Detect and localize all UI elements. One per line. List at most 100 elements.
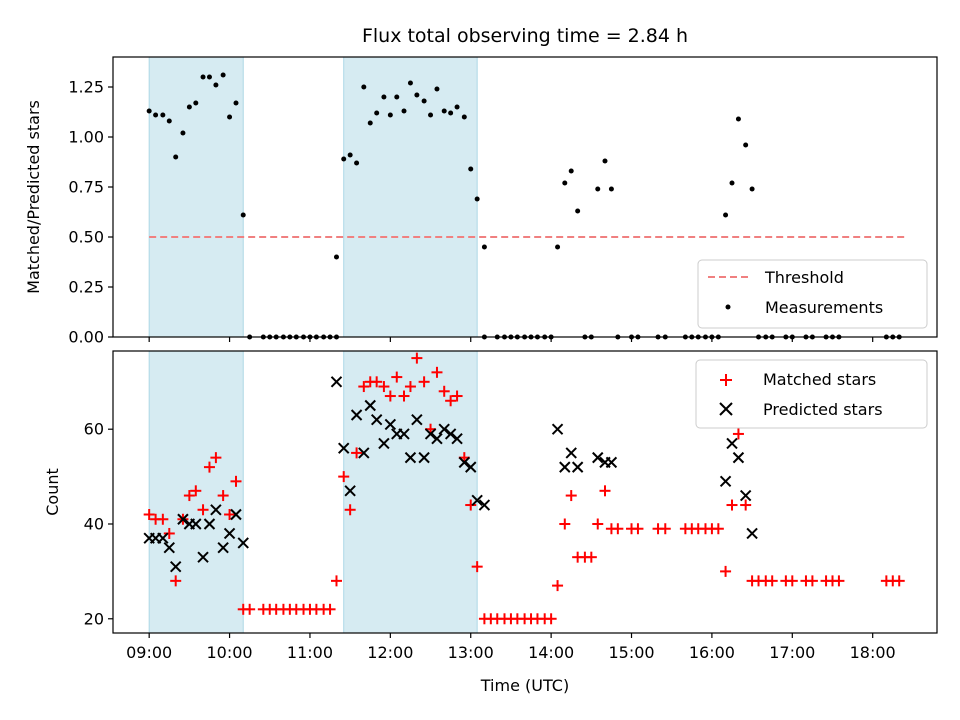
matched-star-point	[224, 509, 236, 521]
matched-star-point	[324, 603, 336, 615]
predicted-star-point	[605, 456, 618, 469]
predicted-star-point	[438, 423, 450, 435]
measurement-point	[227, 114, 233, 120]
bottom-observing-window	[343, 350, 478, 634]
matched-star-point	[183, 490, 195, 502]
top-plot-frame	[112, 56, 938, 338]
measurement-point	[213, 82, 219, 88]
legend-matched-swatch	[720, 374, 732, 386]
top-y-axis-label: Matched/Predicted stars	[24, 100, 43, 294]
matched-star-point	[445, 395, 457, 407]
bottom-legend-box	[695, 359, 928, 429]
predicted-star-point	[190, 518, 202, 530]
top-observing-window	[343, 56, 478, 338]
predicted-star-point	[358, 447, 370, 459]
chart-title: Flux total observing time = 2.84 h	[362, 25, 688, 47]
measurement-point	[220, 72, 226, 78]
predicted-star-point	[451, 432, 463, 445]
matched-star-point	[632, 523, 644, 535]
matched-star-point	[559, 518, 571, 530]
bottom-plot-frame	[112, 350, 938, 634]
predicted-star-point	[431, 432, 443, 445]
predicted-star-point	[444, 428, 457, 440]
measurement-point	[461, 114, 467, 120]
measurement-point	[341, 156, 347, 162]
predicted-star-point	[169, 560, 182, 573]
matched-star-point	[330, 575, 342, 587]
predicted-star-point	[197, 551, 209, 563]
measurement-point	[333, 254, 339, 260]
matched-star-point	[565, 490, 577, 502]
top-y-tick-label: 0.00	[68, 328, 104, 347]
x-axis-label: Time (UTC)	[480, 676, 569, 695]
predicted-star-point	[330, 376, 343, 388]
matched-star-point	[431, 366, 443, 378]
legend-matched-label: Matched stars	[763, 370, 876, 389]
bottom-y-tick-label: 20	[84, 609, 104, 628]
measurement-point	[374, 110, 380, 116]
matched-star-point	[893, 575, 905, 587]
predicted-star-point	[210, 504, 222, 516]
matched-star-point	[451, 390, 463, 402]
predicted-star-point	[726, 437, 738, 450]
predicted-star-point	[404, 451, 417, 464]
matched-star-point	[720, 565, 732, 577]
matched-star-point	[471, 561, 483, 573]
measurement-point	[160, 112, 166, 118]
matched-star-point	[726, 499, 738, 511]
matched-star-point	[599, 485, 611, 497]
predicted-star-point	[384, 418, 397, 431]
top-y-tick-label: 0.50	[68, 228, 104, 247]
matched-star-point	[197, 504, 209, 516]
predicted-star-point	[571, 461, 584, 473]
predicted-star-point	[424, 428, 437, 440]
measurement-point	[562, 180, 568, 186]
predicted-star-point	[746, 527, 758, 540]
matched-star-point	[438, 385, 450, 397]
measurement-point	[421, 98, 427, 104]
x-tick-label: 09:00	[126, 643, 172, 662]
measurement-point	[434, 86, 440, 92]
predicted-star-point	[565, 447, 577, 459]
matched-star-point	[806, 575, 818, 587]
measurement-point	[735, 116, 741, 122]
matched-star-point	[351, 447, 363, 459]
measurement-point	[723, 212, 729, 218]
top-legend: Threshold Measurements	[697, 259, 928, 329]
matched-star-point	[732, 428, 744, 440]
x-tick-label: 18:00	[850, 643, 896, 662]
matched-star-point	[163, 527, 175, 539]
x-tick-label: 12:00	[367, 643, 413, 662]
predicted-star-point	[223, 527, 236, 540]
matched-star-point	[411, 352, 423, 364]
matched-star-point	[833, 575, 845, 587]
measurement-point	[468, 166, 474, 172]
matched-star-point	[659, 523, 671, 535]
matched-star-point	[344, 504, 356, 516]
matched-star-point	[143, 509, 155, 521]
matched-star-point	[190, 485, 202, 497]
measurement-point	[749, 186, 755, 192]
measurement-point	[381, 94, 387, 100]
measurement-point	[367, 120, 373, 126]
measurement-point	[743, 142, 749, 148]
predicted-star-point	[559, 461, 571, 473]
bottom-y-tick-label: 60	[84, 420, 104, 439]
top-x-ticks	[148, 337, 874, 342]
measurement-point	[200, 74, 206, 80]
predicted-star-point	[237, 537, 249, 549]
matched-star-point	[210, 452, 222, 464]
measurement-point	[347, 152, 353, 158]
predicted-star-point	[370, 414, 383, 426]
top-y-tick-label: 0.75	[68, 178, 104, 197]
measurement-point	[407, 80, 413, 86]
matched-star-point	[244, 603, 256, 615]
measurement-point	[361, 84, 367, 90]
measurement-point	[474, 196, 480, 202]
matched-star-point	[786, 575, 798, 587]
measurement-point	[354, 160, 360, 166]
measurement-point	[153, 112, 159, 118]
predicted-star-point	[230, 508, 242, 521]
measurement-point	[173, 154, 179, 160]
matched-star-point	[398, 390, 410, 402]
